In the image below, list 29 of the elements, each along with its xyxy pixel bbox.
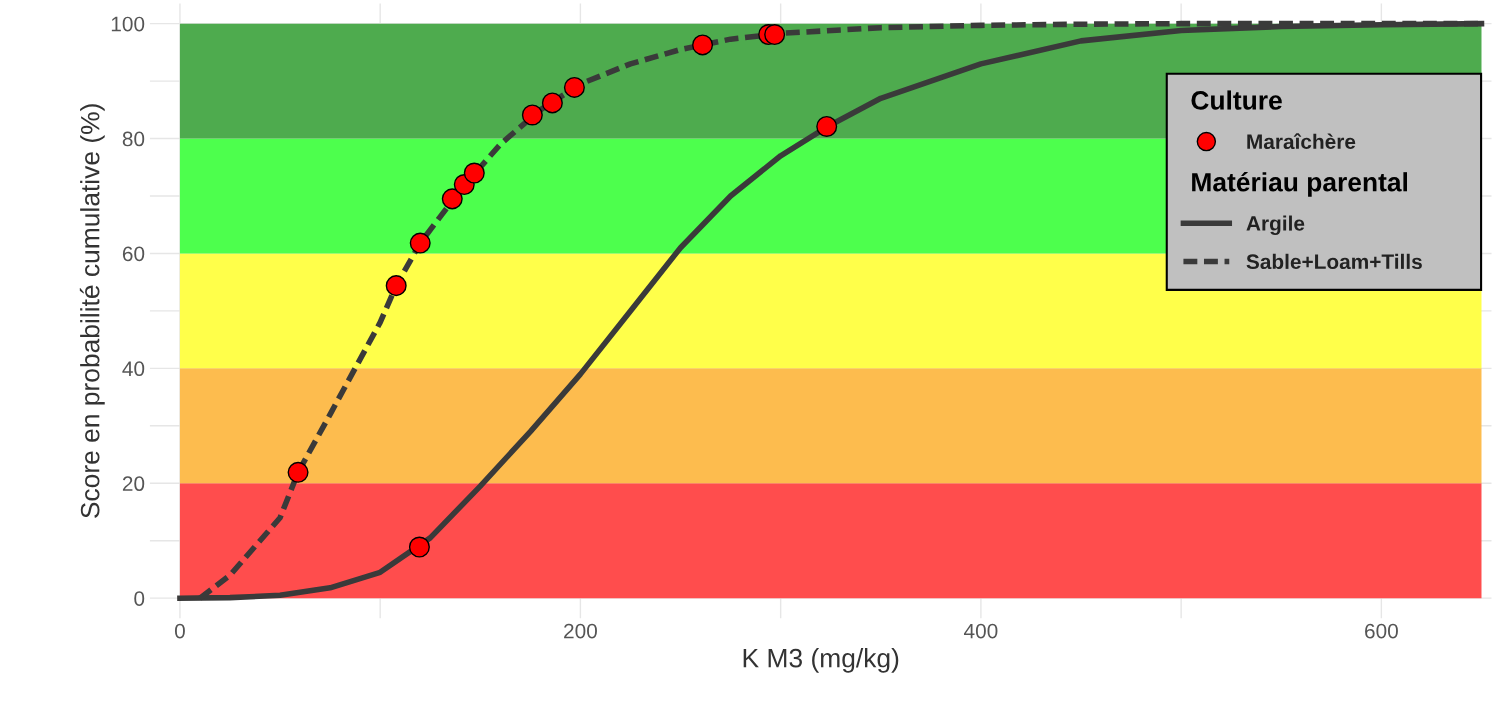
x-tick-label: 600	[1365, 623, 1398, 639]
point	[287, 461, 309, 483]
x-axis-title: K M3 (mg/kg)	[743, 648, 899, 673]
y-tick-label: 40	[122, 361, 145, 377]
legend-label: Argile	[1246, 215, 1305, 236]
x-tick-label: 0	[174, 623, 185, 639]
point	[692, 34, 714, 56]
point	[563, 76, 585, 98]
point	[463, 162, 485, 184]
y-tick-label: 60	[122, 246, 145, 262]
point	[521, 104, 543, 126]
point	[541, 92, 563, 114]
point	[441, 188, 463, 210]
point	[764, 24, 786, 46]
point	[408, 536, 430, 558]
y-axis-title: Score en probabilité cumulative (%)	[79, 104, 105, 518]
point	[409, 232, 431, 254]
y-tick-label: 20	[122, 476, 145, 492]
y-tick-label: 100	[111, 16, 145, 32]
y-tick-label: 80	[122, 131, 145, 147]
point	[816, 115, 838, 137]
text: Culture	[1191, 90, 1282, 110]
x-tick-label: 200	[564, 623, 597, 639]
point	[385, 275, 407, 297]
legend-label: Maraîchère	[1247, 133, 1356, 150]
y-tick-label: 0	[134, 591, 145, 606]
x-tick-label: 400	[963, 623, 998, 639]
text: Matériau parental	[1192, 171, 1408, 197]
legend-label: Sable+Loam+Tills	[1246, 253, 1422, 270]
